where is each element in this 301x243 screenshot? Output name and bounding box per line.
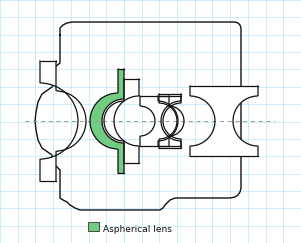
Polygon shape [104, 79, 139, 163]
Text: Aspherical lens: Aspherical lens [103, 225, 172, 234]
Polygon shape [159, 94, 181, 148]
Polygon shape [158, 96, 184, 146]
Bar [88, 222, 99, 231]
Polygon shape [190, 86, 258, 156]
Polygon shape [40, 61, 86, 181]
Polygon shape [90, 69, 124, 173]
Polygon shape [140, 96, 181, 146]
